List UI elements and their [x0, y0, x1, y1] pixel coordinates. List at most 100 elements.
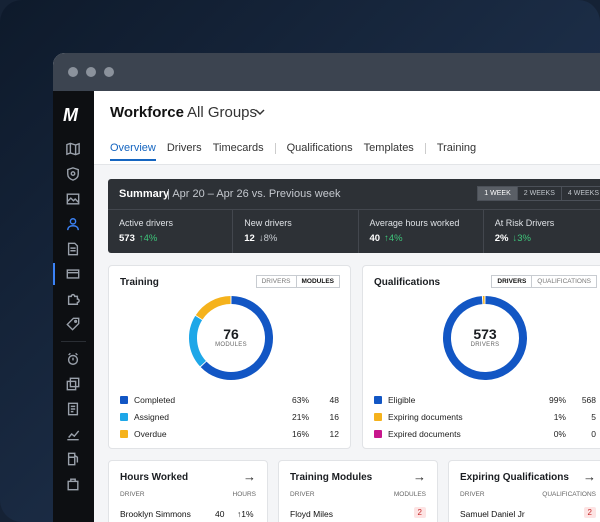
report-icon[interactable] — [65, 401, 81, 417]
legend-row: Expired documents 0% 0 — [374, 427, 596, 441]
legend-swatch — [120, 396, 128, 404]
window-dot[interactable] — [104, 67, 114, 77]
card-title: Hours Worked — [120, 472, 189, 483]
toggle-qualifications[interactable]: QUALIFICATIONS — [531, 275, 597, 288]
shield-icon[interactable] — [65, 166, 81, 182]
donut-segment-assigned[interactable] — [189, 315, 207, 367]
hours-worked-card: Hours Worked → DRIVER HOURS Brooklyn Sim… — [108, 460, 268, 522]
summary-metrics: Active drivers 573 ↑4% New drivers 12 ↓8% … — [108, 209, 600, 253]
window-dot[interactable] — [86, 67, 96, 77]
group-selector[interactable]: All Groups — [187, 104, 258, 121]
summary-range-text: Apr 20 – Apr 26 vs. Previous week — [172, 188, 341, 200]
legend-swatch — [120, 413, 128, 421]
tab-overview[interactable]: Overview — [110, 142, 156, 161]
training-donut — [189, 296, 273, 380]
metric-at-risk[interactable]: At Risk Drivers 2% ↓3% — [483, 209, 600, 253]
toggle-modules[interactable]: MODULES — [295, 275, 340, 288]
metric-label: At Risk Drivers — [494, 218, 555, 228]
arrow-right-icon[interactable]: → — [243, 469, 256, 484]
legend-count: 0 — [591, 429, 596, 439]
alert-icon[interactable] — [65, 351, 81, 367]
toggle-drivers[interactable]: DRIVERS — [255, 275, 297, 288]
period-2-weeks[interactable]: 2 WEEKS — [516, 186, 562, 201]
fuel-icon[interactable] — [65, 451, 81, 467]
metric-average-hours[interactable]: Average hours worked 40 ↑4% — [358, 209, 484, 253]
layers-icon[interactable] — [65, 376, 81, 392]
legend-name: Expiring documents — [388, 412, 463, 422]
document-icon[interactable] — [65, 241, 81, 257]
chevron-down-icon[interactable] — [254, 105, 266, 123]
legend-count: 568 — [581, 395, 596, 405]
legend-swatch — [120, 430, 128, 438]
donut-center: 573 DRIVERS — [455, 326, 515, 348]
legend-name: Assigned — [134, 412, 169, 422]
tab-timecards[interactable]: Timecards — [212, 142, 264, 154]
column-header: DRIVER — [120, 491, 145, 498]
tag-icon[interactable] — [65, 316, 81, 332]
hours-delta: ↑1% — [237, 509, 254, 519]
legend-row: Overdue 16% 12 — [120, 427, 339, 441]
training-modules-card: Training Modules → DRIVER MODULES Floyd … — [278, 460, 438, 522]
metric-active-drivers[interactable]: Active drivers 573 ↑4% — [108, 209, 234, 253]
user-icon[interactable] — [65, 216, 81, 232]
modules-badge: 2 — [413, 507, 426, 518]
metric-new-drivers[interactable]: New drivers 12 ↓8% — [233, 209, 359, 253]
nav-tabs: Overview Drivers Timecards Qualification… — [110, 142, 487, 161]
metric-label: Active drivers — [119, 218, 174, 228]
metric-delta: ↓8% — [258, 233, 278, 244]
period-1-week[interactable]: 1 WEEK — [477, 186, 518, 201]
legend-pct: 21% — [291, 412, 309, 422]
donut-segment-overdue[interactable] — [195, 296, 231, 320]
donut-label: MODULES — [215, 342, 247, 348]
tab-qualifications[interactable]: Qualifications — [286, 142, 353, 154]
donut-label: DRIVERS — [470, 342, 500, 348]
legend-name: Overdue — [134, 429, 167, 439]
map-icon[interactable] — [65, 141, 81, 157]
driver-name[interactable]: Floyd Miles — [290, 509, 333, 519]
qualifications-card: Qualifications DRIVERS QUALIFICATIONS 57… — [362, 265, 600, 449]
donut-value: 76 — [223, 326, 239, 342]
tab-templates[interactable]: Templates — [363, 142, 414, 154]
tab-drivers[interactable]: Drivers — [166, 142, 202, 154]
legend-pct: 1% — [553, 412, 566, 422]
tab-training[interactable]: Training — [436, 142, 477, 154]
metric-delta: ↑4% — [384, 233, 403, 244]
window-dot[interactable] — [68, 67, 78, 77]
donut-segment-eligible[interactable] — [443, 296, 527, 380]
donut-segment-completed[interactable] — [200, 296, 273, 380]
driver-name[interactable]: Brooklyn Simmons — [120, 509, 191, 519]
app-logo[interactable]: M — [63, 105, 78, 125]
image-icon[interactable] — [65, 191, 81, 207]
column-header: MODULES — [393, 491, 426, 498]
metric-label: New drivers — [244, 218, 292, 228]
driver-name[interactable]: Samuel Daniel Jr — [460, 509, 525, 519]
card-title: Training — [120, 277, 159, 288]
card-icon[interactable] — [65, 266, 81, 282]
toggle-drivers[interactable]: DRIVERS — [491, 275, 533, 288]
arrow-right-icon[interactable]: → — [583, 469, 596, 484]
summary-panel: Summary | Apr 20 – Apr 26 vs. Previous w… — [108, 179, 600, 253]
qualifications-toggle: DRIVERS QUALIFICATIONS — [491, 275, 597, 288]
card-title: Training Modules — [290, 472, 373, 483]
column-header: DRIVER — [290, 491, 315, 498]
tab-divider — [424, 143, 426, 154]
summary-range: | Apr 20 – Apr 26 vs. Previous week — [167, 188, 341, 200]
card-title: Expiring Qualifications — [460, 472, 569, 483]
window-titlebar — [53, 53, 600, 91]
legend-pct: 63% — [291, 395, 309, 405]
column-header: HOURS — [232, 491, 256, 498]
legend-count: 12 — [329, 429, 339, 439]
arrow-right-icon[interactable]: → — [413, 469, 426, 484]
puzzle-icon[interactable] — [65, 291, 81, 307]
chart-icon[interactable] — [65, 426, 81, 442]
column-header: DRIVER — [460, 491, 485, 498]
bag-icon[interactable] — [65, 476, 81, 492]
period-4-weeks[interactable]: 4 WEEKS — [560, 186, 600, 201]
metric-value: 2% — [494, 233, 509, 244]
sidebar: M — [53, 91, 94, 522]
hours-value: 40 — [215, 509, 225, 519]
qualifications-donut — [443, 296, 527, 380]
metric-value: 12 — [244, 233, 255, 244]
legend-name: Completed — [134, 395, 176, 405]
legend-name: Eligible — [388, 395, 416, 405]
